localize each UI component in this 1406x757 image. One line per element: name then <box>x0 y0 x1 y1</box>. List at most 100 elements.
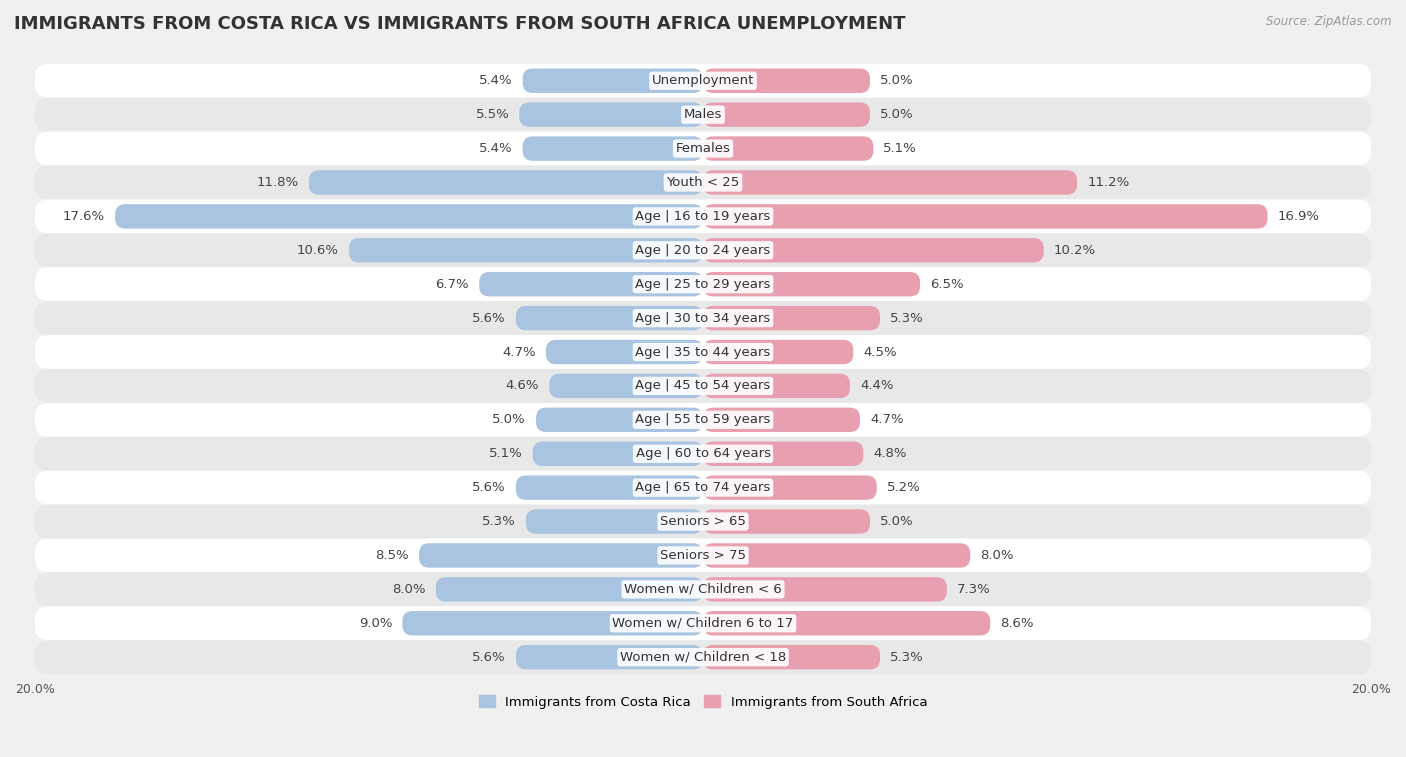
Text: Youth < 25: Youth < 25 <box>666 176 740 189</box>
FancyBboxPatch shape <box>309 170 703 195</box>
Text: 5.0%: 5.0% <box>880 74 914 87</box>
FancyBboxPatch shape <box>35 267 1371 301</box>
FancyBboxPatch shape <box>115 204 703 229</box>
Text: 4.4%: 4.4% <box>860 379 893 392</box>
Text: Age | 60 to 64 years: Age | 60 to 64 years <box>636 447 770 460</box>
FancyBboxPatch shape <box>703 374 851 398</box>
Text: IMMIGRANTS FROM COSTA RICA VS IMMIGRANTS FROM SOUTH AFRICA UNEMPLOYMENT: IMMIGRANTS FROM COSTA RICA VS IMMIGRANTS… <box>14 15 905 33</box>
Text: 10.2%: 10.2% <box>1053 244 1095 257</box>
Text: 5.5%: 5.5% <box>475 108 509 121</box>
Text: Women w/ Children 6 to 17: Women w/ Children 6 to 17 <box>613 617 793 630</box>
Text: Age | 55 to 59 years: Age | 55 to 59 years <box>636 413 770 426</box>
Text: 5.1%: 5.1% <box>489 447 523 460</box>
Text: 16.9%: 16.9% <box>1278 210 1320 223</box>
Text: 5.6%: 5.6% <box>472 312 506 325</box>
FancyBboxPatch shape <box>402 611 703 635</box>
FancyBboxPatch shape <box>516 475 703 500</box>
Text: Seniors > 65: Seniors > 65 <box>659 515 747 528</box>
FancyBboxPatch shape <box>523 136 703 160</box>
FancyBboxPatch shape <box>419 544 703 568</box>
FancyBboxPatch shape <box>703 577 946 602</box>
FancyBboxPatch shape <box>35 640 1371 674</box>
Text: Unemployment: Unemployment <box>652 74 754 87</box>
FancyBboxPatch shape <box>703 475 877 500</box>
Text: 8.6%: 8.6% <box>1000 617 1033 630</box>
FancyBboxPatch shape <box>35 606 1371 640</box>
Text: 5.0%: 5.0% <box>492 413 526 426</box>
Text: 5.4%: 5.4% <box>479 142 513 155</box>
FancyBboxPatch shape <box>703 272 920 297</box>
FancyBboxPatch shape <box>703 102 870 127</box>
FancyBboxPatch shape <box>703 170 1077 195</box>
Text: 5.3%: 5.3% <box>482 515 516 528</box>
Text: 5.6%: 5.6% <box>472 651 506 664</box>
Text: Males: Males <box>683 108 723 121</box>
FancyBboxPatch shape <box>703 544 970 568</box>
Text: Women w/ Children < 18: Women w/ Children < 18 <box>620 651 786 664</box>
FancyBboxPatch shape <box>35 403 1371 437</box>
FancyBboxPatch shape <box>703 441 863 466</box>
Text: 17.6%: 17.6% <box>63 210 105 223</box>
FancyBboxPatch shape <box>526 509 703 534</box>
FancyBboxPatch shape <box>550 374 703 398</box>
Text: Age | 16 to 19 years: Age | 16 to 19 years <box>636 210 770 223</box>
FancyBboxPatch shape <box>35 471 1371 505</box>
Text: 8.0%: 8.0% <box>392 583 426 596</box>
Text: 11.8%: 11.8% <box>257 176 299 189</box>
Text: 5.2%: 5.2% <box>887 481 921 494</box>
FancyBboxPatch shape <box>35 505 1371 538</box>
Text: 4.7%: 4.7% <box>870 413 904 426</box>
FancyBboxPatch shape <box>519 102 703 127</box>
FancyBboxPatch shape <box>35 98 1371 132</box>
Text: Age | 45 to 54 years: Age | 45 to 54 years <box>636 379 770 392</box>
FancyBboxPatch shape <box>35 132 1371 166</box>
FancyBboxPatch shape <box>35 233 1371 267</box>
FancyBboxPatch shape <box>703 407 860 432</box>
FancyBboxPatch shape <box>349 238 703 263</box>
Text: 4.6%: 4.6% <box>506 379 540 392</box>
Text: 8.0%: 8.0% <box>980 549 1014 562</box>
FancyBboxPatch shape <box>35 369 1371 403</box>
FancyBboxPatch shape <box>703 306 880 330</box>
Text: Age | 65 to 74 years: Age | 65 to 74 years <box>636 481 770 494</box>
Text: Age | 30 to 34 years: Age | 30 to 34 years <box>636 312 770 325</box>
FancyBboxPatch shape <box>703 645 880 669</box>
FancyBboxPatch shape <box>703 204 1268 229</box>
FancyBboxPatch shape <box>703 136 873 160</box>
Text: 5.6%: 5.6% <box>472 481 506 494</box>
Text: 6.7%: 6.7% <box>436 278 470 291</box>
Text: 4.8%: 4.8% <box>873 447 907 460</box>
FancyBboxPatch shape <box>35 199 1371 233</box>
FancyBboxPatch shape <box>35 166 1371 199</box>
Text: 5.3%: 5.3% <box>890 312 924 325</box>
Text: Age | 35 to 44 years: Age | 35 to 44 years <box>636 345 770 359</box>
Text: Females: Females <box>675 142 731 155</box>
FancyBboxPatch shape <box>35 335 1371 369</box>
FancyBboxPatch shape <box>479 272 703 297</box>
FancyBboxPatch shape <box>35 437 1371 471</box>
Text: 8.5%: 8.5% <box>375 549 409 562</box>
FancyBboxPatch shape <box>35 538 1371 572</box>
FancyBboxPatch shape <box>546 340 703 364</box>
FancyBboxPatch shape <box>703 611 990 635</box>
FancyBboxPatch shape <box>536 407 703 432</box>
FancyBboxPatch shape <box>703 340 853 364</box>
Text: Age | 25 to 29 years: Age | 25 to 29 years <box>636 278 770 291</box>
FancyBboxPatch shape <box>516 645 703 669</box>
FancyBboxPatch shape <box>533 441 703 466</box>
FancyBboxPatch shape <box>35 64 1371 98</box>
FancyBboxPatch shape <box>436 577 703 602</box>
Text: 9.0%: 9.0% <box>359 617 392 630</box>
Text: 10.6%: 10.6% <box>297 244 339 257</box>
Text: Women w/ Children < 6: Women w/ Children < 6 <box>624 583 782 596</box>
FancyBboxPatch shape <box>516 306 703 330</box>
Text: 5.0%: 5.0% <box>880 515 914 528</box>
Text: 4.7%: 4.7% <box>502 345 536 359</box>
Text: 5.4%: 5.4% <box>479 74 513 87</box>
Text: 5.3%: 5.3% <box>890 651 924 664</box>
Text: 7.3%: 7.3% <box>957 583 991 596</box>
Text: Source: ZipAtlas.com: Source: ZipAtlas.com <box>1267 15 1392 28</box>
Text: 5.0%: 5.0% <box>880 108 914 121</box>
FancyBboxPatch shape <box>703 69 870 93</box>
Text: Age | 20 to 24 years: Age | 20 to 24 years <box>636 244 770 257</box>
